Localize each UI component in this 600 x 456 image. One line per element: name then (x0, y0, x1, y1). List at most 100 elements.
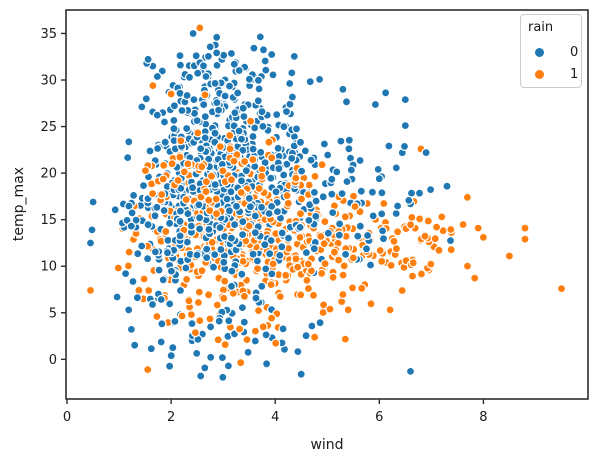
point-rain-0 (87, 225, 97, 235)
point-rain-1 (267, 153, 277, 163)
point-rain-0 (277, 228, 287, 238)
point-rain-1 (148, 80, 158, 91)
x-tick-label: 8 (479, 410, 487, 425)
point-rain-0 (391, 208, 401, 219)
point-rain-1 (320, 259, 330, 269)
point-rain-0 (152, 202, 162, 212)
point-rain-0 (212, 98, 222, 108)
point-rain-0 (127, 208, 137, 218)
point-rain-1 (462, 261, 473, 271)
point-rain-1 (328, 272, 338, 282)
point-rain-1 (235, 324, 245, 334)
point-rain-1 (434, 245, 444, 255)
point-rain-0 (315, 318, 325, 328)
point-rain-1 (295, 209, 306, 219)
point-rain-0 (201, 71, 211, 82)
legend-swatch-rain-0-icon (535, 47, 544, 57)
point-rain-0 (367, 187, 377, 197)
point-rain-0 (177, 105, 187, 116)
point-rain-0 (210, 78, 220, 89)
point-rain-1 (302, 275, 312, 285)
point-rain-0 (252, 256, 262, 266)
point-rain-0 (293, 347, 303, 357)
point-rain-1 (253, 306, 264, 316)
legend: rain 0 1 (520, 14, 582, 88)
y-axis-label: temp_max (11, 166, 27, 242)
point-rain-0 (426, 185, 436, 195)
point-rain-0 (327, 174, 337, 184)
point-rain-1 (161, 226, 171, 237)
point-rain-0 (368, 211, 378, 221)
point-rain-0 (335, 219, 345, 229)
point-rain-0 (300, 146, 310, 156)
point-rain-0 (208, 262, 219, 272)
point-rain-0 (212, 48, 222, 58)
point-rain-1 (317, 160, 327, 170)
point-rain-1 (446, 224, 456, 235)
point-rain-0 (188, 28, 198, 39)
point-rain-1 (258, 322, 268, 332)
point-rain-0 (159, 117, 170, 127)
point-rain-1 (281, 270, 291, 280)
point-rain-0 (271, 187, 281, 197)
point-rain-0 (205, 42, 215, 52)
point-rain-0 (165, 299, 175, 309)
point-rain-0 (334, 230, 344, 240)
point-rain-1 (473, 223, 483, 233)
point-rain-0 (342, 177, 352, 187)
point-rain-1 (293, 262, 303, 272)
point-rain-0 (223, 361, 233, 371)
point-rain-0 (267, 269, 277, 279)
point-rain-1 (416, 269, 426, 279)
point-rain-1 (338, 289, 348, 300)
point-rain-1 (193, 297, 203, 308)
point-rain-0 (220, 91, 230, 101)
point-rain-1 (254, 183, 264, 194)
point-rain-1 (375, 245, 385, 256)
point-rain-0 (88, 197, 98, 207)
point-rain-0 (328, 208, 338, 218)
point-rain-0 (199, 99, 209, 110)
point-rain-1 (386, 260, 396, 270)
point-rain-0 (277, 242, 287, 252)
point-rain-1 (308, 290, 319, 300)
point-rain-0 (250, 336, 260, 346)
point-rain-0 (120, 269, 131, 279)
point-rain-1 (134, 285, 144, 295)
point-rain-1 (246, 116, 256, 126)
point-rain-0 (378, 234, 389, 244)
point-rain-1 (182, 274, 192, 284)
point-rain-0 (85, 238, 96, 248)
point-rain-1 (339, 261, 349, 271)
point-rain-1 (201, 187, 211, 197)
point-rain-0 (332, 167, 342, 177)
point-rain-0 (309, 244, 319, 254)
point-rain-0 (238, 217, 248, 227)
point-rain-0 (231, 201, 242, 211)
point-rain-0 (267, 49, 277, 60)
legend-entry-rain-1: 1 (521, 66, 578, 82)
point-rain-0 (258, 121, 268, 132)
point-rain-0 (344, 144, 354, 154)
point-rain-0 (215, 223, 225, 233)
point-rain-0 (262, 359, 272, 369)
point-rain-0 (260, 56, 270, 66)
point-rain-0 (202, 244, 212, 254)
point-rain-1 (218, 166, 228, 176)
point-rain-1 (236, 358, 246, 368)
point-rain-1 (248, 155, 258, 165)
point-rain-0 (236, 176, 247, 186)
point-rain-0 (291, 124, 302, 134)
point-rain-0 (442, 181, 452, 191)
point-rain-0 (175, 285, 186, 296)
point-rain-0 (154, 265, 164, 275)
point-rain-0 (297, 166, 307, 176)
point-rain-0 (281, 106, 292, 117)
point-rain-1 (426, 259, 436, 269)
point-rain-0 (279, 122, 289, 132)
point-rain-1 (407, 271, 418, 281)
point-rain-0 (230, 220, 240, 230)
point-rain-1 (213, 335, 223, 345)
point-rain-0 (414, 188, 425, 198)
point-rain-0 (130, 340, 140, 350)
